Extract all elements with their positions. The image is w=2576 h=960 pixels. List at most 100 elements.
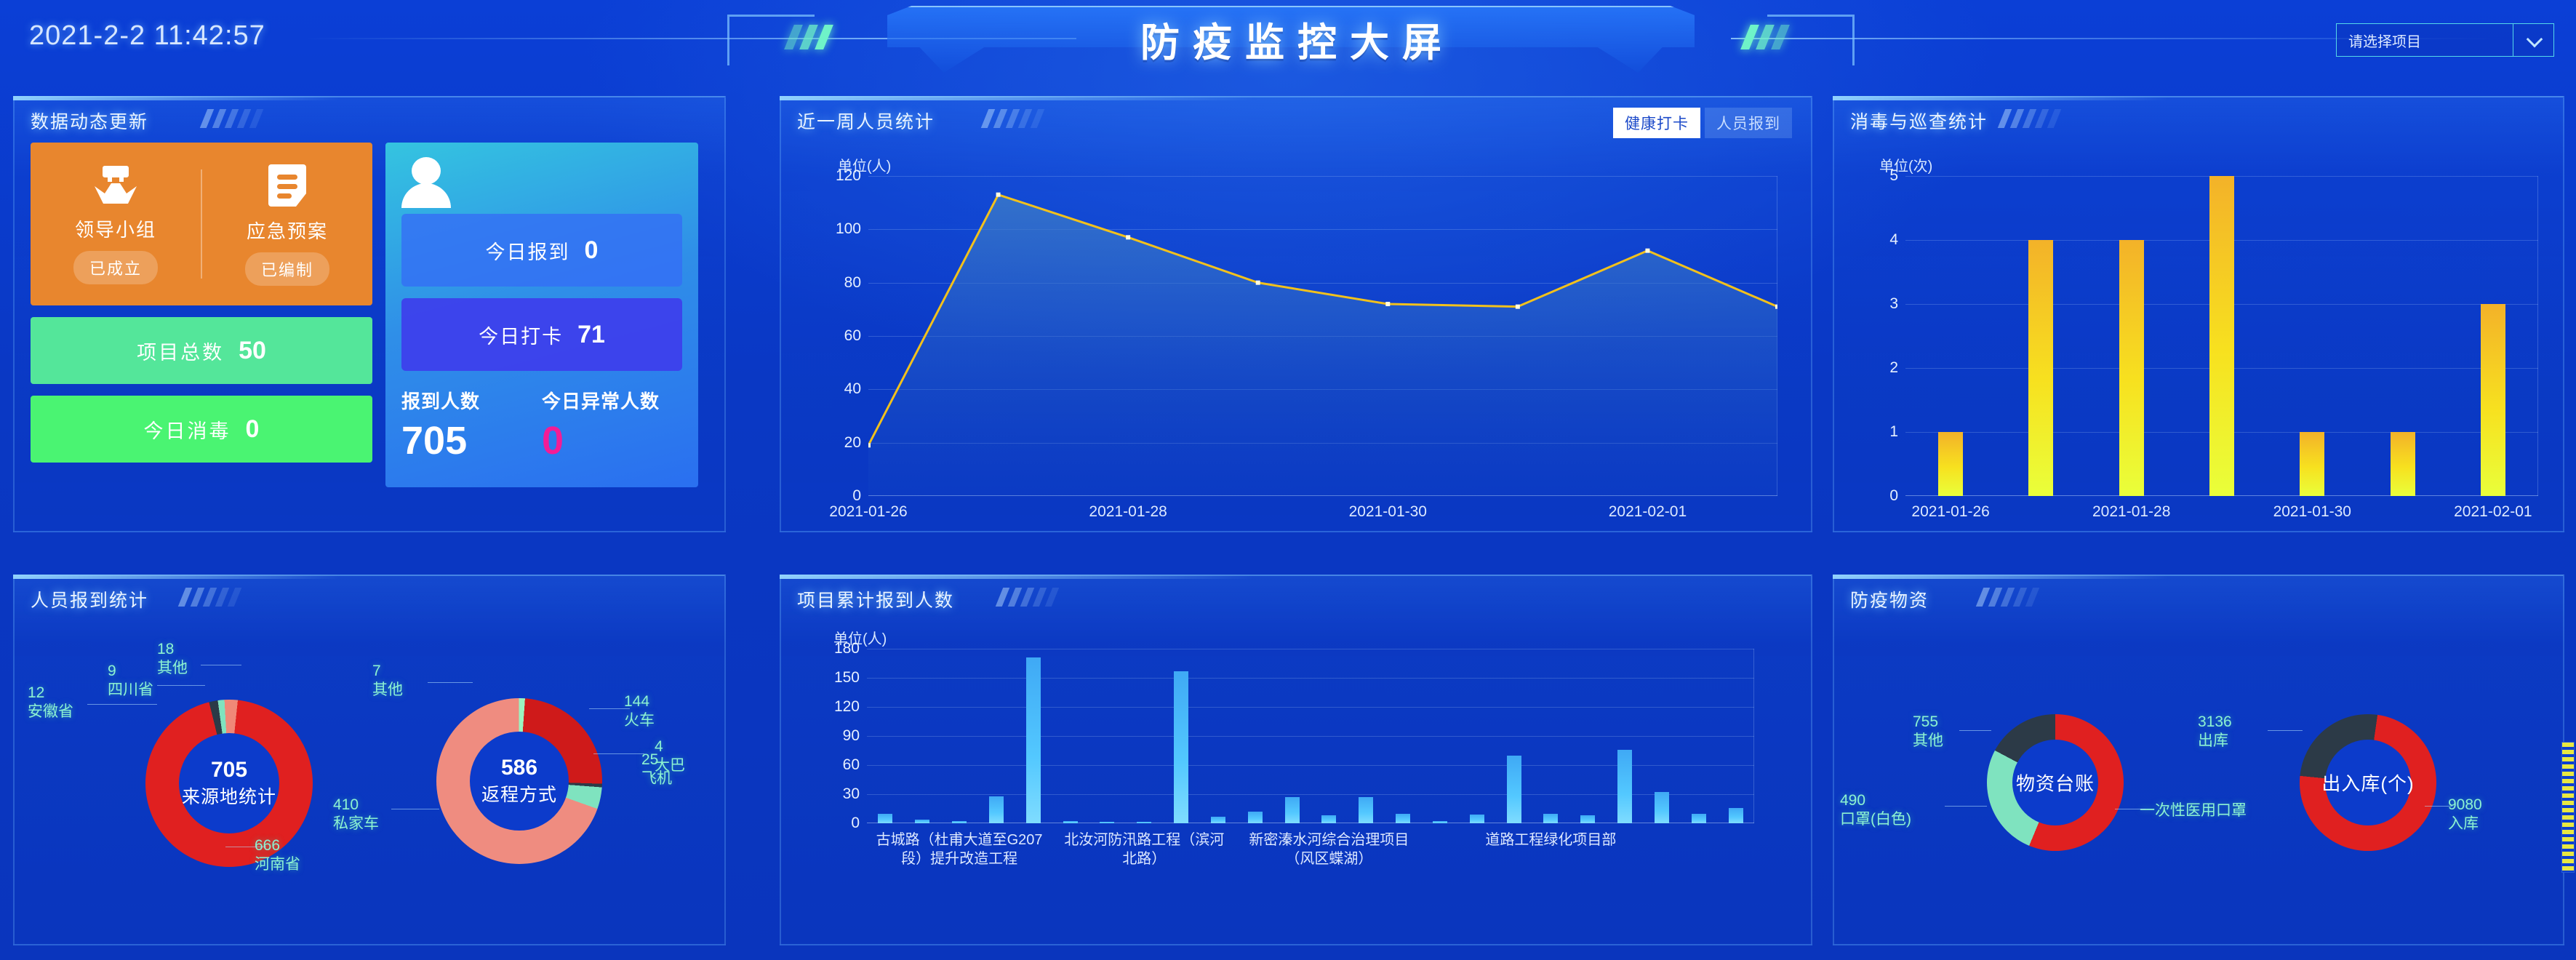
origin-donut-chart[interactable]: 705 来源地统计 bbox=[145, 700, 313, 867]
supplies-stock-donut-chart[interactable]: 出入库(个) bbox=[2300, 714, 2436, 851]
bar[interactable] bbox=[1025, 657, 1041, 823]
card-divider bbox=[201, 169, 202, 279]
bar[interactable] bbox=[2300, 432, 2325, 496]
bar[interactable] bbox=[1654, 792, 1669, 823]
bar[interactable] bbox=[988, 796, 1004, 823]
bar[interactable] bbox=[1359, 797, 1374, 823]
week-line-chart: 0 20 40 60 80 100 120 2021-01-26 2021-01-28 2021-… bbox=[829, 167, 1777, 520]
today-checkin-label: 今日报到 bbox=[485, 241, 570, 263]
stat-card-grid: 领导小组 已成立 应急预案 已编制 bbox=[31, 143, 698, 487]
bar[interactable] bbox=[1284, 797, 1300, 823]
panel-decoration bbox=[199, 109, 264, 128]
abnormal-count-block: 今日异常人数 0 bbox=[542, 387, 682, 463]
panel-title: 人员报到统计 bbox=[31, 591, 149, 611]
today-punch-label: 今日打卡 bbox=[479, 325, 564, 348]
stock-donut-center: 出入库(个) bbox=[2295, 769, 2441, 796]
y-axis-tick-label: 80 bbox=[844, 273, 861, 291]
y-axis-tick-label: 0 bbox=[852, 487, 861, 504]
bar[interactable] bbox=[1469, 815, 1484, 823]
bar[interactable] bbox=[1432, 821, 1447, 823]
bar[interactable] bbox=[952, 821, 967, 823]
origin-donut-total: 705 bbox=[210, 758, 248, 782]
bar[interactable] bbox=[2390, 432, 2415, 496]
leader-group-status: 已成立 bbox=[73, 250, 158, 284]
reported-count-label: 报到人数 bbox=[401, 391, 481, 412]
bar[interactable] bbox=[2028, 240, 2054, 496]
panel-title: 消毒与巡查统计 bbox=[1850, 112, 1988, 132]
y-axis-tick-label: 2 bbox=[1889, 359, 1898, 376]
disinfect-chart-unit-label: 单位(次) bbox=[1879, 159, 1933, 175]
return-donut-chart[interactable]: 586 返程方式 bbox=[436, 698, 602, 864]
bar[interactable] bbox=[1063, 821, 1078, 823]
y-axis-tick-label: 180 bbox=[833, 640, 860, 657]
bar[interactable] bbox=[1100, 822, 1115, 823]
y-axis-tick-label: 60 bbox=[842, 756, 860, 773]
person-icon bbox=[401, 157, 454, 208]
today-checkin-card[interactable]: 今日报到 0 bbox=[401, 214, 682, 287]
bar[interactable] bbox=[1938, 432, 1964, 496]
x-axis-tick-label: 2021-01-26 bbox=[1911, 503, 1990, 520]
bar[interactable] bbox=[915, 819, 930, 823]
week-chart-toggle-group[interactable]: 健康打卡 人员报到 bbox=[1613, 108, 1792, 138]
bar[interactable] bbox=[1506, 755, 1521, 823]
emergency-plan-label: 应急预案 bbox=[246, 220, 328, 242]
stock-label-inbound: 9080 入库 bbox=[2448, 796, 2482, 833]
bar[interactable] bbox=[1617, 749, 1633, 823]
return-leader-2 bbox=[589, 708, 630, 709]
y-axis-tick-label: 60 bbox=[844, 327, 861, 344]
scrollbar-thumb[interactable] bbox=[2561, 742, 2575, 873]
bar[interactable] bbox=[1210, 816, 1225, 823]
y-axis-tick-label: 0 bbox=[851, 815, 860, 831]
bar[interactable] bbox=[2119, 240, 2144, 496]
y-axis-tick-label: 120 bbox=[835, 167, 861, 184]
panel-project-cumulative: 项目累计报到人数 单位(人) 0 30 60 90 120 150 180 古城路（杜甫大道至… bbox=[780, 575, 1812, 945]
bar[interactable] bbox=[2209, 176, 2234, 496]
toggle-health-punch[interactable]: 健康打卡 bbox=[1613, 108, 1700, 138]
gridline bbox=[867, 794, 1754, 795]
leader-group-label: 领导小组 bbox=[74, 218, 156, 241]
ledger-label-other: 755 其他 bbox=[1913, 713, 1943, 750]
x-axis-tick-label: 2021-02-01 bbox=[1608, 503, 1687, 520]
return-donut-label: 返程方式 bbox=[481, 785, 557, 805]
leader-group-card[interactable]: 领导小组 已成立 bbox=[31, 164, 201, 284]
bar[interactable] bbox=[1691, 813, 1706, 823]
bar[interactable] bbox=[1543, 813, 1559, 823]
origin-label-sichuan: 9 四川省 bbox=[108, 663, 153, 699]
bar[interactable] bbox=[1321, 815, 1337, 823]
today-disinfect-card[interactable]: 今日消毒 0 bbox=[31, 396, 372, 463]
bar[interactable] bbox=[1396, 813, 1411, 823]
attendance-card[interactable]: 今日报到 0 今日打卡 71 报到人数 705 今日异常人数 0 bbox=[385, 143, 698, 487]
chevron-down-icon[interactable] bbox=[2513, 24, 2553, 56]
project-total-value: 50 bbox=[239, 336, 266, 364]
x-axis-tick-label: 新密溱水河综合治理项目（风区蝶湖） bbox=[1249, 832, 1409, 867]
bar[interactable] bbox=[878, 813, 893, 823]
today-punch-card[interactable]: 今日打卡 71 bbox=[401, 298, 682, 371]
project-select[interactable]: 请选择项目 bbox=[2336, 23, 2554, 57]
return-donut-center: 586 返程方式 bbox=[447, 756, 592, 807]
bar[interactable] bbox=[2480, 304, 2505, 496]
y-axis-tick-label: 0 bbox=[1889, 487, 1898, 504]
toggle-staff-report[interactable]: 人员报到 bbox=[1705, 108, 1792, 138]
panel-decoration bbox=[995, 588, 1060, 607]
emergency-plan-status: 已编制 bbox=[244, 252, 329, 286]
bar[interactable] bbox=[1728, 807, 1743, 823]
return-leader-1 bbox=[428, 682, 473, 683]
y-axis-tick-label: 100 bbox=[835, 220, 861, 238]
status-card-group[interactable]: 领导小组 已成立 应急预案 已编制 bbox=[31, 143, 372, 305]
bar[interactable] bbox=[1247, 812, 1263, 823]
panel-title: 近一周人员统计 bbox=[797, 112, 935, 132]
emergency-plan-card[interactable]: 应急预案 已编制 bbox=[202, 163, 372, 286]
return-donut-total: 586 bbox=[500, 756, 538, 780]
bar[interactable] bbox=[1174, 671, 1189, 823]
x-axis-tick-label: 古城路（杜甫大道至G207段）提升改造工程 bbox=[876, 832, 1043, 867]
bar[interactable] bbox=[1137, 822, 1152, 823]
today-checkin-value: 0 bbox=[584, 236, 599, 264]
abnormal-count-label: 今日异常人数 bbox=[542, 391, 660, 412]
panel-decoration bbox=[980, 109, 1045, 128]
project-total-card[interactable]: 项目总数 50 bbox=[31, 317, 372, 384]
bar[interactable] bbox=[1580, 815, 1596, 823]
today-disinfect-label: 今日消毒 bbox=[143, 420, 231, 442]
gridline bbox=[868, 282, 1777, 284]
supplies-ledger-donut-chart[interactable]: 物资台账 bbox=[1987, 714, 2124, 851]
x-axis-tick-label: 2021-02-01 bbox=[2454, 503, 2532, 520]
